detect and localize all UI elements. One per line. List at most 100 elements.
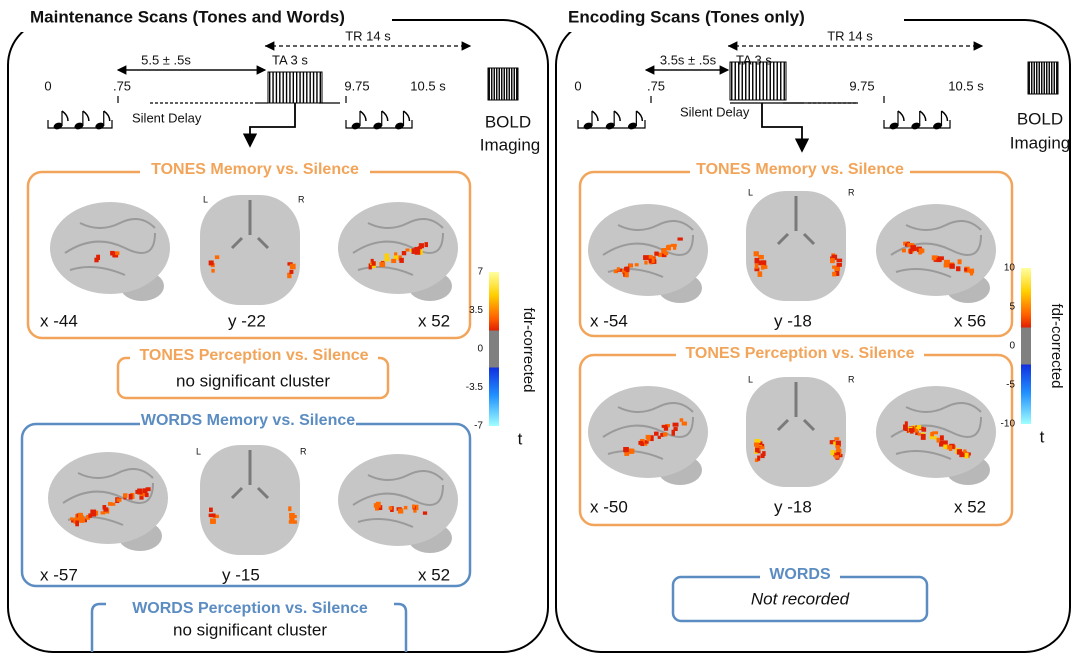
activation	[123, 493, 127, 498]
activation	[754, 439, 760, 443]
activation	[930, 432, 934, 436]
activation	[635, 263, 639, 266]
activation	[755, 258, 760, 263]
activation	[375, 507, 379, 510]
activation	[832, 266, 837, 269]
slice-label: x 52	[418, 311, 450, 330]
colorbar-tick-label: -5	[1006, 380, 1015, 391]
time-label: .75	[113, 78, 131, 93]
note-flag	[403, 111, 409, 121]
scanner-block	[1028, 62, 1058, 94]
activation	[918, 433, 921, 436]
activation	[210, 519, 216, 524]
activation	[94, 258, 98, 263]
colorbar-tick-label: 10	[1004, 263, 1016, 274]
activation	[146, 487, 151, 491]
activation	[664, 427, 668, 431]
box-title: WORDS Memory vs. Silence	[141, 412, 355, 429]
activation	[919, 248, 924, 253]
jitter-label: 3.5s ± .5s	[660, 52, 717, 67]
activation	[75, 520, 79, 526]
box-title: TONES Memory vs. Silence	[696, 161, 904, 178]
activation	[209, 514, 212, 517]
activation	[830, 258, 835, 263]
note-flag	[614, 111, 620, 121]
panel-frame	[8, 20, 548, 652]
time-label: 9.75	[344, 78, 369, 93]
arrow	[250, 103, 295, 146]
colorbar-tick-label: 0	[1009, 341, 1015, 352]
activation	[209, 508, 213, 512]
bold-label: BOLD	[1017, 109, 1063, 128]
colorbar-tick-label: -10	[1001, 419, 1016, 430]
colorbar-unit: t	[518, 429, 523, 448]
activation	[70, 517, 73, 520]
activation	[836, 445, 840, 450]
activation	[211, 269, 214, 273]
activation	[291, 515, 297, 518]
activation	[672, 430, 675, 436]
box-title: WORDS	[769, 566, 831, 583]
activation	[389, 506, 393, 509]
activation	[290, 264, 296, 270]
activation	[379, 262, 385, 267]
note-flag	[104, 111, 110, 121]
activation	[129, 494, 133, 500]
side-label: R	[848, 187, 855, 197]
slice-label: y -15	[222, 565, 260, 584]
activation	[937, 438, 940, 443]
activation	[836, 259, 842, 263]
side-label: L	[748, 187, 753, 197]
colorbar-tick-label: 7	[477, 267, 483, 278]
ta-label: TA 3 s	[272, 52, 308, 67]
activation	[211, 513, 215, 517]
activation	[664, 252, 668, 255]
activation	[834, 437, 839, 440]
activation	[755, 264, 759, 269]
activation	[418, 246, 422, 249]
delay-label: Silent Delay	[680, 104, 750, 119]
activation	[963, 449, 966, 452]
activation	[101, 511, 106, 514]
box-text: no significant cluster	[173, 620, 327, 639]
activation	[402, 251, 406, 255]
activation	[292, 520, 297, 523]
colorbar-tick-label: 3.5	[469, 305, 483, 316]
box-title: TONES Perception vs. Silence	[139, 347, 368, 364]
note-flag	[920, 111, 926, 121]
activation	[943, 445, 947, 450]
activation	[398, 508, 403, 513]
activation	[108, 502, 112, 506]
panel-title: Maintenance Scans (Tones and Words)	[30, 7, 345, 26]
time-label: 0	[44, 78, 51, 93]
activation	[667, 245, 671, 251]
colorbar-tick-label: -3.5	[466, 382, 484, 393]
activation	[115, 251, 119, 255]
side-label: L	[748, 374, 753, 384]
activation	[647, 437, 650, 441]
activation	[956, 266, 960, 271]
side-label: L	[196, 446, 201, 456]
activation	[761, 265, 764, 270]
colorbar-label: fdr-corrected	[1048, 303, 1065, 388]
colorbar	[489, 272, 499, 426]
ta-label: TA 3 s	[736, 52, 772, 67]
activation	[391, 259, 396, 263]
box-title: TONES Perception vs. Silence	[685, 345, 914, 362]
activation	[957, 449, 962, 454]
slice-label: x -50	[590, 497, 628, 516]
slice-label: x -54	[590, 311, 628, 330]
activation	[757, 456, 760, 461]
delay-label: Silent Delay	[132, 110, 202, 125]
slice-label: x 52	[418, 565, 450, 584]
activation	[137, 489, 142, 495]
tr-label: TR 14 s	[345, 28, 391, 43]
bold-label: Imaging	[480, 135, 540, 154]
activation	[79, 516, 84, 521]
time-label: 0	[574, 78, 581, 93]
slice-label: y -18	[774, 311, 812, 330]
note-flag	[592, 111, 598, 121]
activation	[623, 447, 629, 452]
activation	[658, 436, 661, 439]
activation	[289, 520, 292, 523]
